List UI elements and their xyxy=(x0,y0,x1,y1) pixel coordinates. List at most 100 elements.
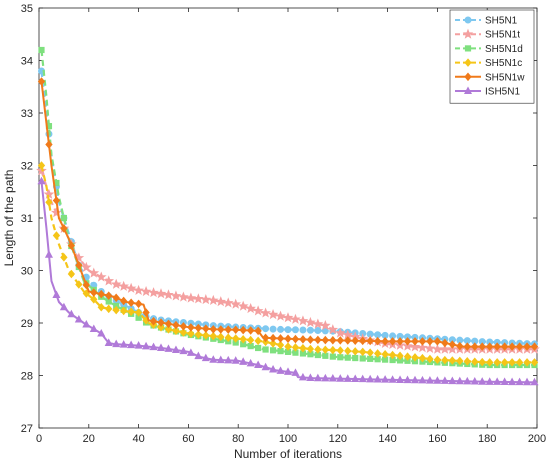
data-point xyxy=(486,342,494,351)
data-point xyxy=(134,299,143,309)
data-point xyxy=(299,343,307,353)
x-tick-label: 20 xyxy=(83,433,95,445)
data-point xyxy=(291,343,300,352)
data-point xyxy=(217,332,225,342)
data-point xyxy=(433,376,442,384)
data-point xyxy=(388,337,397,346)
data-point xyxy=(224,355,233,364)
y-tick-label: 31 xyxy=(21,213,33,225)
y-tick-label: 35 xyxy=(21,3,33,15)
data-point xyxy=(456,341,464,351)
data-point xyxy=(239,357,248,365)
data-point xyxy=(60,224,68,233)
data-point xyxy=(103,275,115,286)
data-point xyxy=(351,347,359,356)
data-point xyxy=(493,342,501,351)
x-tick-label: 200 xyxy=(528,433,546,445)
data-point xyxy=(45,197,53,207)
data-point xyxy=(329,345,337,355)
data-point xyxy=(314,327,322,335)
data-point xyxy=(381,337,389,346)
data-point xyxy=(403,337,412,346)
data-point xyxy=(471,342,479,351)
data-point xyxy=(112,305,120,315)
data-point xyxy=(82,280,90,290)
data-point xyxy=(299,335,307,344)
x-tick-label: 0 xyxy=(36,433,42,445)
data-point xyxy=(448,356,456,365)
y-tick-label: 29 xyxy=(21,318,33,330)
data-point xyxy=(493,377,502,385)
data-point xyxy=(140,285,152,297)
data-point xyxy=(402,340,413,351)
data-point xyxy=(312,318,324,329)
data-point xyxy=(105,291,113,300)
data-point xyxy=(127,307,135,316)
data-point xyxy=(500,342,509,351)
data-point xyxy=(81,261,92,272)
data-point xyxy=(200,294,212,305)
series-ISH5N1 xyxy=(37,176,539,386)
data-point xyxy=(74,314,83,323)
data-point xyxy=(321,335,330,345)
data-point xyxy=(396,351,404,361)
data-point xyxy=(441,338,449,348)
data-point xyxy=(112,339,121,348)
x-tick-label: 60 xyxy=(182,433,194,445)
data-point xyxy=(470,376,479,385)
data-point xyxy=(44,250,53,258)
data-point xyxy=(179,322,188,331)
data-point xyxy=(418,353,427,363)
data-point xyxy=(37,77,46,86)
data-point xyxy=(373,336,382,346)
data-point xyxy=(359,336,367,346)
data-point xyxy=(104,338,113,346)
data-point xyxy=(530,358,539,367)
data-point xyxy=(36,165,47,176)
data-point xyxy=(418,375,427,384)
data-point xyxy=(313,373,322,382)
data-point xyxy=(351,336,359,345)
legend: SH5N1 SH5N1t SH5N1d SH5N1c SH5N1w ISH5N1 xyxy=(449,9,535,104)
data-point xyxy=(254,336,262,346)
x-axis-label: Number of iterations xyxy=(234,447,342,461)
legend-marker xyxy=(464,72,472,82)
data-point xyxy=(217,325,225,334)
data-point xyxy=(493,358,501,367)
data-point xyxy=(336,336,344,345)
data-point xyxy=(260,307,271,318)
data-point xyxy=(37,176,46,185)
data-point xyxy=(95,271,107,282)
x-tick-label: 40 xyxy=(132,433,144,445)
data-point xyxy=(396,337,404,346)
data-point xyxy=(343,374,352,382)
data-point xyxy=(448,340,456,349)
legend-label: SH5N1w xyxy=(485,72,525,83)
series-SH5N1c xyxy=(37,161,539,367)
data-point xyxy=(337,354,344,361)
data-point xyxy=(164,325,173,334)
data-point xyxy=(89,324,98,332)
data-point xyxy=(344,354,351,361)
data-point xyxy=(232,325,240,335)
data-point xyxy=(366,348,374,357)
data-point xyxy=(314,345,322,354)
data-point xyxy=(125,282,137,293)
data-point xyxy=(508,342,516,351)
data-point xyxy=(411,337,419,346)
data-point xyxy=(157,323,165,332)
data-point xyxy=(187,323,195,332)
data-point xyxy=(37,161,46,170)
x-tick-label: 180 xyxy=(478,433,496,445)
data-point xyxy=(426,354,434,364)
data-point xyxy=(411,353,419,362)
data-point xyxy=(178,291,189,302)
data-point xyxy=(90,288,98,297)
data-point xyxy=(523,342,531,351)
data-point xyxy=(351,374,360,383)
data-point xyxy=(471,357,479,366)
data-point xyxy=(269,325,277,333)
data-point xyxy=(366,336,374,346)
data-point xyxy=(388,375,397,383)
data-point xyxy=(52,196,61,205)
